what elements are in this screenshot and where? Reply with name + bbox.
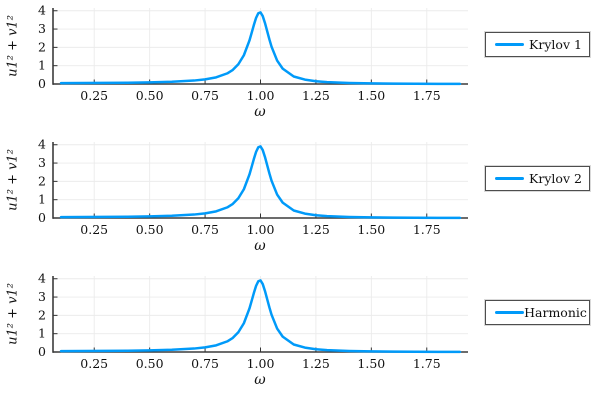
x-tick-label: 1.25 bbox=[302, 222, 330, 237]
x-tick-label: 0.50 bbox=[136, 356, 164, 371]
y-tick-label: 2 bbox=[38, 307, 46, 322]
y-tick-label: 3 bbox=[38, 289, 46, 304]
x-axis-label: ω bbox=[254, 104, 266, 120]
x-tick-label: 0.50 bbox=[136, 222, 164, 237]
x-tick-label: 1.75 bbox=[413, 88, 441, 103]
series-line-krylov-2 bbox=[59, 145, 462, 220]
x-tick-label: 1.50 bbox=[357, 222, 385, 237]
legend-label: Krylov 2 bbox=[529, 171, 582, 186]
y-tick-label: 1 bbox=[38, 326, 46, 341]
x-tick-label: 1.75 bbox=[413, 222, 441, 237]
legend-krylov-1: Krylov 1 bbox=[484, 31, 591, 58]
x-tick-label: 1.50 bbox=[357, 356, 385, 371]
y-tick-label: 2 bbox=[38, 39, 46, 54]
x-tick-label: 0.50 bbox=[136, 88, 164, 103]
x-tick-label: 0.25 bbox=[80, 88, 108, 103]
plot-area: 0.25 0.50 0.75 1.00 1.25 1.50 1.75 0 1 2 3 4 bbox=[38, 271, 468, 371]
subplot-krylov-2: u1² + v1² 0.25 0.50 0.75 1.00 1.25 1.50 1.75 0 1… bbox=[0, 134, 600, 266]
x-tick-label: 0.75 bbox=[191, 222, 219, 237]
plot-area: 0.25 0.50 0.75 1.00 1.25 1.50 1.75 0 1 2 3 4 bbox=[38, 3, 468, 103]
x-tick-label: 0.75 bbox=[191, 356, 219, 371]
legend-krylov-2: Krylov 2 bbox=[484, 165, 591, 192]
x-tick-label: 1.00 bbox=[247, 222, 275, 237]
x-tick-label: 0.25 bbox=[80, 222, 108, 237]
legend-label: Harmonic bbox=[524, 305, 587, 320]
x-tick-label: 1.00 bbox=[247, 88, 275, 103]
x-tick-label: 1.25 bbox=[302, 88, 330, 103]
series-line-harmonic bbox=[59, 279, 462, 354]
y-tick-label: 0 bbox=[38, 210, 46, 225]
y-tick-label: 3 bbox=[38, 21, 46, 36]
x-axis-label: ω bbox=[254, 238, 266, 254]
x-tick-label: 0.25 bbox=[80, 356, 108, 371]
y-tick-label: 4 bbox=[38, 271, 46, 286]
x-tick-label: 1.50 bbox=[357, 88, 385, 103]
x-tick-label: 1.75 bbox=[413, 356, 441, 371]
plot-area: 0.25 0.50 0.75 1.00 1.25 1.50 1.75 0 1 2 3 4 bbox=[38, 137, 468, 237]
y-tick-label: 3 bbox=[38, 155, 46, 170]
legend-harmonic: Harmonic bbox=[484, 299, 591, 326]
y-tick-label: 0 bbox=[38, 344, 46, 359]
legend-line-sample bbox=[495, 43, 524, 46]
y-tick-label: 4 bbox=[38, 3, 46, 18]
subplot-harmonic: u1² + v1² 0.25 0.50 0.75 1.00 1.25 1.50 1.75 0 1… bbox=[0, 268, 600, 400]
x-tick-label: 0.75 bbox=[191, 88, 219, 103]
y-tick-label: 2 bbox=[38, 173, 46, 188]
y-tick-label: 4 bbox=[38, 137, 46, 152]
legend-line-sample bbox=[495, 177, 524, 180]
legend-label: Krylov 1 bbox=[529, 37, 582, 52]
x-axis-label: ω bbox=[254, 372, 266, 388]
subplot-krylov-1: u1² + v1² 0.25 0.50 0.75 1.00 1.25 1.50 1.75 0 1… bbox=[0, 0, 600, 132]
series-line-krylov-1 bbox=[59, 11, 462, 86]
y-tick-label: 1 bbox=[38, 192, 46, 207]
legend-line-sample bbox=[495, 311, 524, 314]
y-tick-label: 0 bbox=[38, 76, 46, 91]
y-tick-label: 1 bbox=[38, 58, 46, 73]
x-tick-label: 1.25 bbox=[302, 356, 330, 371]
x-tick-label: 1.00 bbox=[247, 356, 275, 371]
